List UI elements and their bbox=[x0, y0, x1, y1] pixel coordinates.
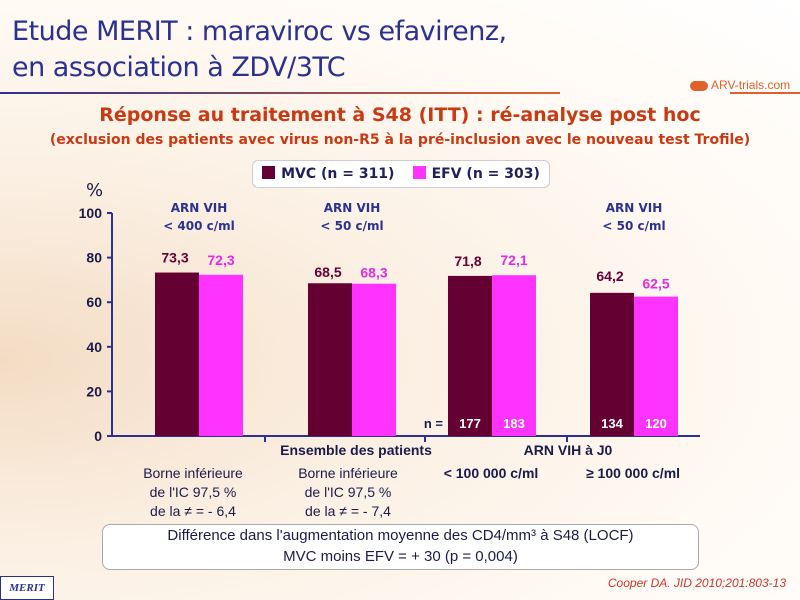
y-tick-label: 80 bbox=[86, 250, 102, 266]
legend-label-efv: EFV (n = 303) bbox=[431, 166, 540, 182]
bar-mvc bbox=[590, 292, 634, 436]
title-rule bbox=[0, 92, 560, 94]
pill-icon bbox=[690, 80, 708, 91]
ci-note-1: Borne inférieure de l'IC 97,5 % de la ≠ = … bbox=[128, 464, 258, 521]
cd4-line-1: Différence dans l'augmentation moyenne d… bbox=[167, 527, 634, 544]
cd4-line-2: MVC moins EFV = + 30 (p = 0,004) bbox=[283, 548, 518, 565]
title-line-2: en association à ZDV/3TC bbox=[12, 52, 346, 83]
ci-note-1-line: de la ≠ = - 6,4 bbox=[150, 503, 236, 519]
logo-text: ARV-trials.com bbox=[711, 78, 791, 92]
legend-swatch-efv bbox=[412, 166, 426, 179]
bar-efv bbox=[352, 283, 396, 436]
data-label: 71,8 bbox=[454, 253, 481, 269]
group-header: ARN VIH bbox=[171, 201, 228, 215]
group-header: < 50 c/ml bbox=[320, 219, 383, 233]
ci-note-2: Borne inférieure de l'IC 97,5 % de la ≠ = … bbox=[283, 464, 413, 521]
bar-efv bbox=[199, 274, 243, 436]
n-prefix: n = bbox=[424, 416, 444, 431]
legend-label-mvc: MVC (n = 311) bbox=[281, 166, 395, 182]
y-tick-label: 0 bbox=[94, 428, 102, 444]
group-header: ARN VIH bbox=[606, 201, 663, 215]
y-tick-label: 20 bbox=[86, 383, 102, 399]
n-label: 183 bbox=[503, 416, 525, 431]
merit-badge: MERIT bbox=[0, 576, 54, 600]
title-rule-right bbox=[730, 92, 800, 94]
cd4-difference-box: Différence dans l'augmentation moyenne d… bbox=[102, 524, 699, 570]
n-label: 177 bbox=[459, 416, 481, 431]
ci-note-2-line: de l'IC 97,5 % bbox=[304, 484, 392, 500]
data-label: 72,1 bbox=[500, 252, 527, 268]
subtitle: Réponse au traitement à S48 (ITT) : ré-a… bbox=[99, 104, 701, 126]
y-tick-label: 40 bbox=[86, 339, 102, 355]
ci-note-1-line: Borne inférieure bbox=[143, 465, 243, 481]
group-header: < 50 c/ml bbox=[602, 219, 665, 233]
subtitle-2: (exclusion des patients avec virus non-R… bbox=[49, 132, 751, 148]
legend-mvc: MVC (n = 311) bbox=[262, 166, 394, 182]
bar-efv bbox=[634, 296, 678, 436]
ci-note-1-line: de l'IC 97,5 % bbox=[149, 484, 237, 500]
data-label: 72,3 bbox=[207, 252, 234, 268]
data-label: 68,3 bbox=[360, 265, 387, 281]
data-label: 68,5 bbox=[314, 264, 341, 280]
slide-title: Etude MERIT : maraviroc vs efavirenz, en … bbox=[12, 14, 507, 86]
bar-mvc bbox=[155, 272, 199, 436]
title-line-1: Etude MERIT : maraviroc vs efavirenz, bbox=[12, 16, 507, 47]
chart-legend: MVC (n = 311) EFV (n = 303) bbox=[252, 160, 550, 188]
strata-label: < 100 000 c/ml bbox=[444, 465, 539, 481]
data-label: 73,3 bbox=[161, 250, 188, 266]
legend-swatch-mvc bbox=[262, 166, 276, 179]
bar-mvc bbox=[308, 283, 352, 436]
y-tick-label: 100 bbox=[79, 205, 103, 221]
group-header: < 400 c/ml bbox=[163, 219, 235, 233]
ci-note-2-line: de la ≠ = - 7,4 bbox=[305, 503, 391, 519]
y-tick-label: 60 bbox=[86, 294, 102, 310]
y-axis-label: % bbox=[86, 180, 103, 201]
ci-note-2-line: Borne inférieure bbox=[298, 465, 398, 481]
bar-efv bbox=[492, 275, 536, 436]
arv-trials-logo: ARV-trials.com bbox=[690, 78, 790, 92]
n-label: 120 bbox=[645, 416, 667, 431]
x-group-label: Ensemble des patients bbox=[280, 442, 432, 458]
data-label: 62,5 bbox=[642, 276, 669, 292]
x-group-label: ARN VIH à J0 bbox=[524, 442, 613, 458]
n-label: 134 bbox=[601, 416, 623, 431]
citation: Cooper DA. JID 2010;201:803-13 bbox=[607, 576, 786, 590]
group-header: ARN VIH bbox=[324, 201, 381, 215]
bar-mvc bbox=[448, 275, 492, 436]
data-label: 64,2 bbox=[596, 268, 623, 284]
legend-efv: EFV (n = 303) bbox=[412, 166, 540, 182]
strata-label: ≥ 100 000 c/ml bbox=[586, 465, 680, 481]
